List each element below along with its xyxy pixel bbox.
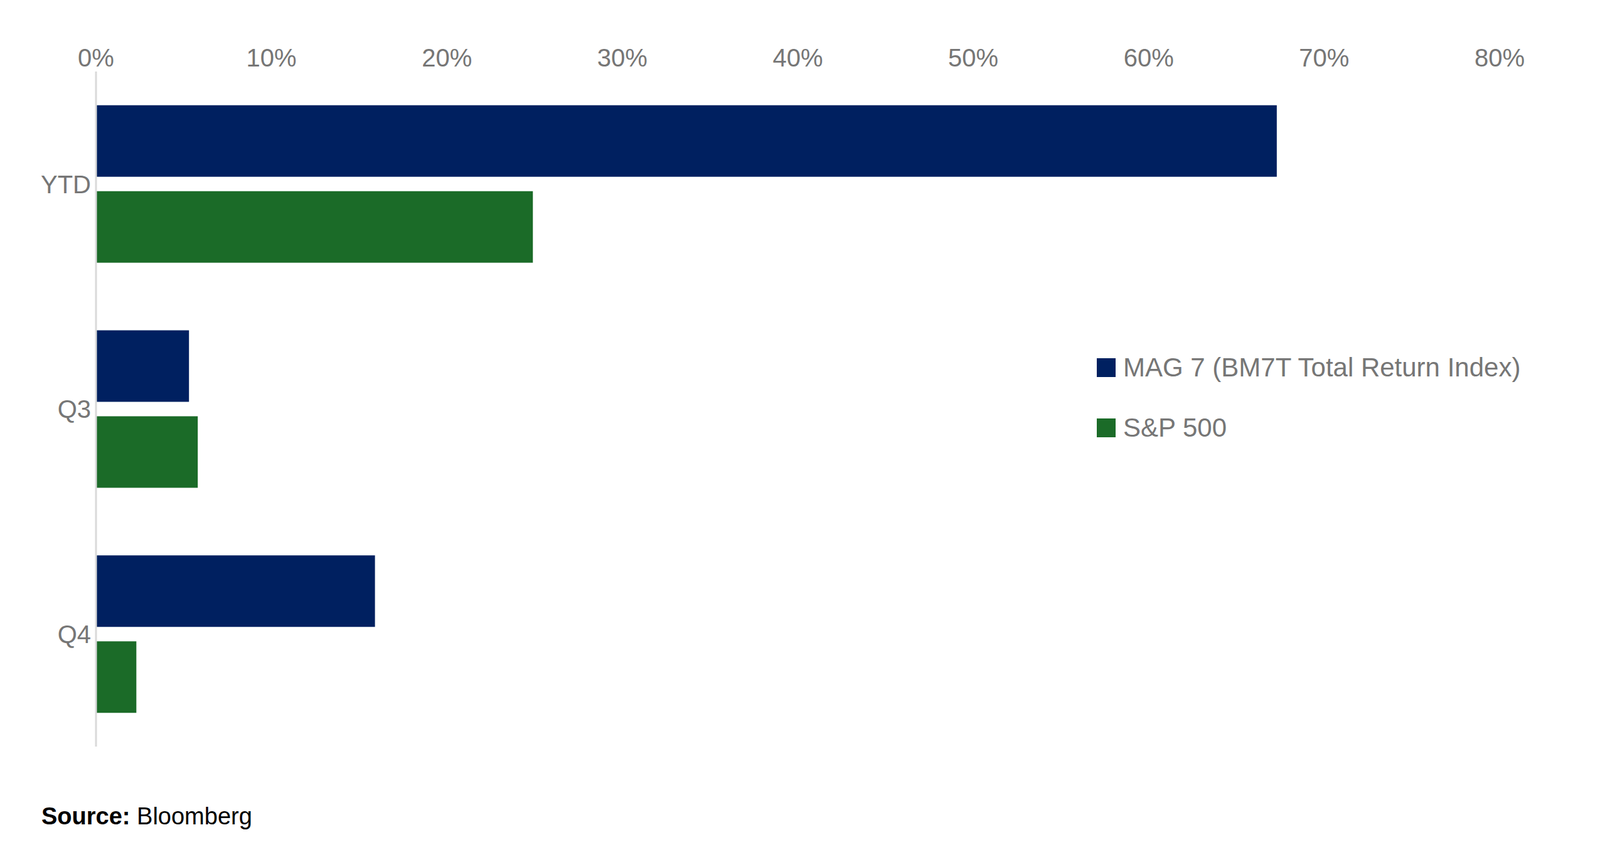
html-text:MAG 7 (BM7T Total Return Index: MAG 7 (BM7T Total Return Index) <box>1123 352 1521 383</box>
svg-text:0%: 0% <box>77 43 115 72</box>
svg-text:10%: 10% <box>246 43 297 72</box>
svg-text:50%: 50% <box>948 43 999 72</box>
svg-text:30%: 30% <box>597 43 648 72</box>
svg-text:Q4: Q4 <box>57 620 91 649</box>
svg-text:60%: 60% <box>1123 43 1174 72</box>
html-text:S&P 500: S&P 500 <box>1123 412 1227 443</box>
svg-text:Q3: Q3 <box>57 395 91 423</box>
svg-text:40%: 40% <box>772 43 823 72</box>
svg-text:YTD: YTD <box>40 170 91 199</box>
svg-text:80%: 80% <box>1474 43 1525 72</box>
svg-text:20%: 20% <box>421 43 472 72</box>
svg-text:70%: 70% <box>1298 43 1350 72</box>
html-text:Source: Bloomberg: Source: Bloomberg <box>41 803 253 830</box>
